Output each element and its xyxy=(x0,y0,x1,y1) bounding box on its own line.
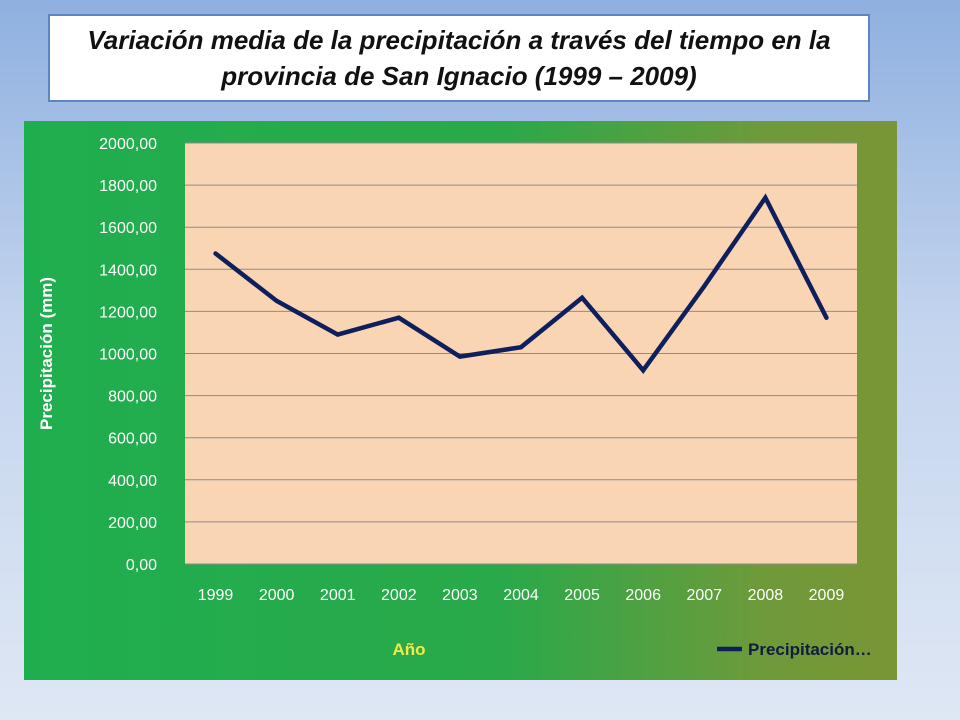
y-axis-title: Precipitación (mm) xyxy=(37,277,56,430)
y-tick-label: 1600,00 xyxy=(99,220,157,237)
y-tick-label: 400,00 xyxy=(108,473,157,490)
y-tick-label: 1200,00 xyxy=(99,304,157,321)
legend: Precipitación… xyxy=(717,640,872,659)
x-tick-label: 2001 xyxy=(320,587,356,604)
x-tick-label: 2009 xyxy=(809,587,845,604)
slide-title: Variación media de la precipitación a tr… xyxy=(87,25,831,91)
x-tick-label: 2002 xyxy=(381,587,417,604)
data-point xyxy=(214,252,218,256)
x-tick-label: 2000 xyxy=(259,587,295,604)
chart-panel: 0,00 200,00 400,00 600,00 800,00 1000,00 1200,… xyxy=(24,121,897,680)
y-tick-label: 1000,00 xyxy=(99,347,157,364)
data-point xyxy=(458,355,462,359)
data-point xyxy=(519,345,523,349)
series-group xyxy=(213,193,829,374)
gridlines xyxy=(185,142,857,565)
y-tick-labels: 0,00 200,00 400,00 600,00 800,00 1000,00 1200,… xyxy=(99,136,157,574)
y-tick-label: 800,00 xyxy=(108,389,157,406)
x-tick-label: 1999 xyxy=(198,587,234,604)
y-tick-label: 1800,00 xyxy=(99,178,157,195)
x-tick-label: 2006 xyxy=(625,587,661,604)
y-tick-label: 0,00 xyxy=(126,557,157,574)
x-tick-label: 2004 xyxy=(503,587,539,604)
data-point xyxy=(702,284,706,288)
x-tick-label: 2005 xyxy=(564,587,600,604)
y-tick-label: 1400,00 xyxy=(99,262,157,279)
data-point xyxy=(763,196,767,200)
y-tick-label: 600,00 xyxy=(108,431,157,448)
y-tick-label: 200,00 xyxy=(108,515,157,532)
title-box: Variación media de la precipitación a tr… xyxy=(48,14,870,102)
precipitation-line-chart: 0,00 200,00 400,00 600,00 800,00 1000,00 1200,… xyxy=(37,136,872,659)
data-point xyxy=(336,333,340,337)
x-tick-labels: 1999 2000 2001 2002 2003 2004 2005 2006 2007 2008… xyxy=(198,587,845,604)
x-tick-label: 2007 xyxy=(686,587,722,604)
y-tick-label: 2000,00 xyxy=(99,136,157,153)
data-point xyxy=(580,296,584,300)
legend-label: Precipitación… xyxy=(748,640,872,659)
x-tick-label: 2003 xyxy=(442,587,478,604)
data-point xyxy=(641,368,645,372)
x-axis-title: Año xyxy=(392,640,425,659)
data-point xyxy=(397,316,401,320)
x-tick-label: 2008 xyxy=(748,587,784,604)
data-point xyxy=(275,299,279,303)
data-point xyxy=(824,316,828,320)
